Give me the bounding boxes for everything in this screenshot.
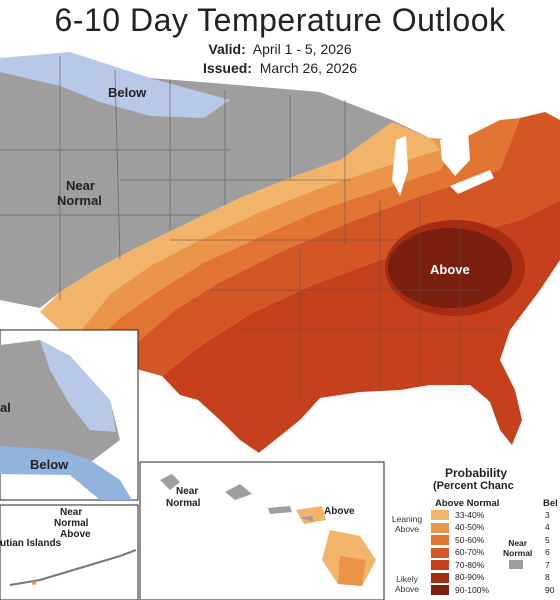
legend-subtitle: (Percent Chanc: [433, 480, 514, 492]
above-33-40-band: [40, 122, 440, 332]
lake-superior: [392, 108, 445, 126]
legend-swatch-above-2: [431, 535, 449, 545]
legend-likely-group: Likely Above: [394, 574, 420, 594]
legend-range-above-1: 40-50%: [455, 522, 485, 532]
page-title: 6-10 Day Temperature Outlook: [54, 2, 506, 38]
lake-erie: [450, 170, 494, 194]
valid-label: Valid:: [208, 41, 246, 57]
label-near-normal-west-line2: Normal: [57, 193, 102, 208]
above-90-100-region: [388, 228, 512, 308]
above-40-50-band: [80, 138, 460, 344]
legend-range-above-0: 33-40%: [455, 509, 485, 520]
probability-legend: Probability (Percent Chanc Above Normal …: [385, 462, 560, 600]
lake-huron: [440, 130, 470, 176]
legend-range-above-3: 60-70%: [455, 547, 485, 557]
hawaii-inset: Near Normal Above: [139, 461, 385, 600]
label-alaska-partial: al: [0, 400, 11, 415]
legend-range-above-2: 50-60%: [455, 534, 485, 545]
issued-value: March 26, 2026: [259, 60, 358, 76]
legend-range-below-6: 90: [545, 584, 555, 595]
alaska-inset: al Below: [0, 329, 139, 501]
legend-leaning-group: Leaning Above: [391, 514, 423, 534]
conus-near-normal-region: [0, 55, 430, 308]
legend-above-header: Above Normal: [435, 498, 500, 509]
legend-near-normal-label: Near Normal: [503, 538, 533, 558]
issued-label: Issued:: [202, 60, 252, 76]
validity-info: Valid: April 1 - 5, 2026 Issued: March 2…: [0, 40, 560, 78]
label-aleutian-nna-line3: Above: [60, 529, 91, 540]
state-boundaries: [0, 56, 500, 400]
valid-value: April 1 - 5, 2026: [252, 41, 352, 57]
legend-range-above-6: 90-100%: [455, 584, 490, 595]
lake-michigan: [392, 136, 408, 196]
legend-swatch-above-5: [431, 572, 449, 583]
label-aleutian-nna-line1: Near: [60, 507, 82, 518]
legend-range-below-5: 8: [545, 572, 550, 582]
legend-swatch-above-4: [431, 560, 449, 570]
legend-title: Probability: [445, 466, 508, 480]
legend-range-below-1: 4: [545, 522, 550, 532]
legend-range-below-3: 6: [545, 547, 550, 557]
label-above-east: Above: [430, 262, 470, 277]
label-near-normal-west-line1: Near: [66, 178, 95, 193]
gulf-water: [250, 388, 500, 460]
legend-swatch-above-3: [431, 547, 449, 558]
label-hawaii-near-line1: Near: [176, 486, 198, 497]
legend-swatch-above-1: [431, 522, 449, 533]
legend-range-above-5: 80-90%: [455, 572, 485, 582]
label-hawaii-near-line2: Normal: [166, 498, 201, 509]
legend-near-normal-swatch: [509, 560, 523, 569]
label-aleutian-nna-line2: Normal: [54, 518, 89, 529]
above-50-60-band: [92, 118, 520, 360]
label-below-north: Below: [108, 85, 147, 100]
legend-range-above-4: 70-80%: [455, 559, 485, 570]
legend-below-header: Bel: [543, 498, 558, 509]
legend-range-below-4: 7: [545, 559, 550, 570]
label-aleutian-islands: utian Islands: [0, 538, 62, 549]
label-alaska-below: Below: [30, 457, 69, 472]
above-60-70-band: [110, 112, 560, 376]
legend-range-below-0: 3: [545, 509, 550, 520]
aleutian-inset: utian Islands Near Normal Above: [0, 504, 139, 600]
label-hawaii-above: Above: [324, 506, 355, 517]
legend-swatch-above-0: [431, 510, 449, 520]
legend-range-below-2: 5: [545, 534, 550, 545]
legend-swatch-above-6: [431, 585, 449, 595]
